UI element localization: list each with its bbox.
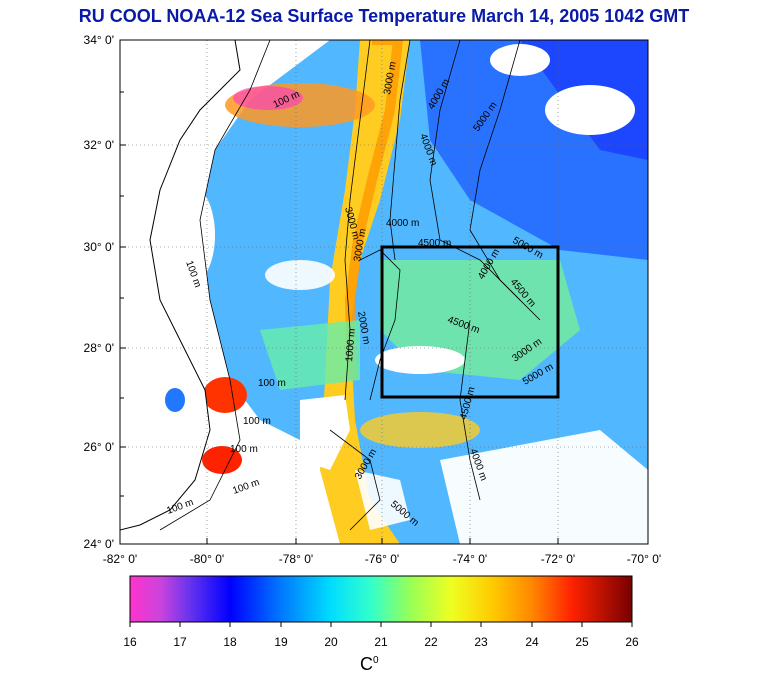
axis-ticks	[120, 39, 559, 545]
lat-label-24: 24° 0'	[84, 537, 114, 551]
colorbar-tick: 25	[575, 635, 589, 649]
lon-label-74: -74° 0'	[453, 552, 487, 566]
lon-label-70: -70° 0'	[627, 552, 661, 566]
colorbar-unit-label: C0	[360, 654, 379, 675]
lon-label-78: -78° 0'	[279, 552, 313, 566]
lon-label-80: -80° 0'	[190, 552, 224, 566]
lon-label-82: -82° 0'	[103, 552, 137, 566]
contour-label: 100 m	[258, 378, 286, 389]
lat-label-28: 28° 0'	[84, 341, 114, 355]
map-title: RU COOL NOAA-12 Sea Surface Temperature …	[78, 6, 690, 26]
colorbar-tick: 23	[474, 635, 488, 649]
colorbar-tick: 21	[374, 635, 388, 649]
sst-image	[120, 40, 648, 544]
colorbar-tick: 17	[173, 635, 187, 649]
contour-label: 4500 m	[418, 238, 451, 249]
lon-label-76: -76° 0'	[365, 552, 399, 566]
colorbar: 16 17 18 19 20 21 22 23 24 25 26	[123, 575, 639, 649]
latitude-labels: 34° 0' 32° 0' 30° 0' 28° 0' 26° 0' 24° 0…	[84, 33, 114, 551]
lon-label-72: -72° 0'	[541, 552, 575, 566]
lat-label-34: 34° 0'	[84, 33, 114, 47]
contour-label: 100 m	[243, 416, 271, 427]
lat-label-30: 30° 0'	[84, 240, 114, 254]
unit-superscript: 0	[373, 655, 379, 666]
colorbar-tick: 16	[123, 635, 137, 649]
contour-label: 100 m	[230, 444, 258, 455]
lat-label-32: 32° 0'	[84, 138, 114, 152]
colorbar-tick: 24	[525, 635, 539, 649]
contour-label: 4000 m	[386, 218, 419, 229]
colorbar-tick: 19	[274, 635, 288, 649]
contour-label: 1000 m	[344, 328, 358, 362]
longitude-labels: -82° 0' -80° 0' -78° 0' -76° 0' -74° 0' …	[103, 552, 661, 566]
colorbar-gradient	[129, 575, 633, 623]
unit-base: C	[360, 654, 373, 674]
lat-label-26: 26° 0'	[84, 440, 114, 454]
study-region-box	[380, 245, 560, 399]
colorbar-tick: 26	[625, 635, 639, 649]
colorbar-tick: 18	[223, 635, 237, 649]
colorbar-tick: 20	[324, 635, 338, 649]
colorbar-tick: 22	[424, 635, 438, 649]
plot-frame	[119, 39, 649, 545]
